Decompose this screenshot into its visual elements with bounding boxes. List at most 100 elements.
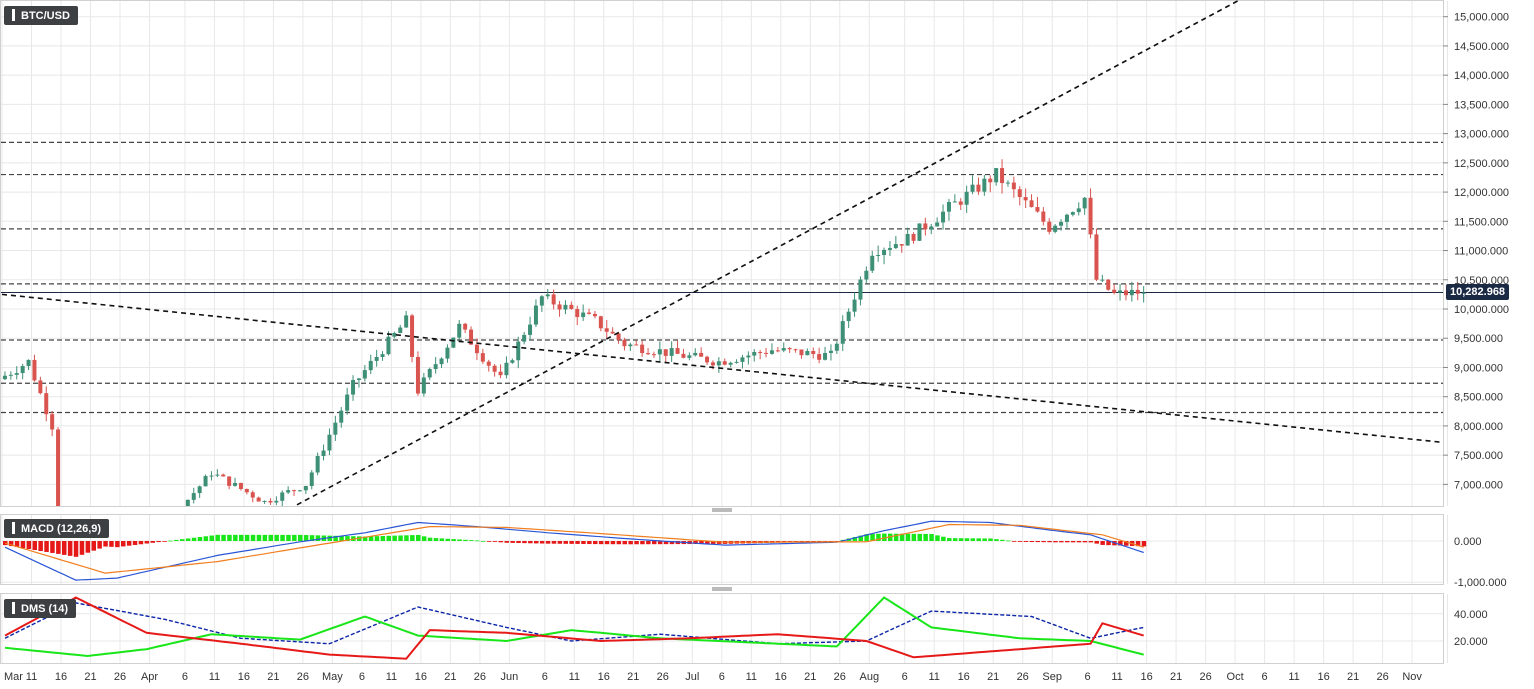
candle-body	[805, 351, 810, 356]
macd-histogram-bar	[215, 534, 220, 541]
candle-body	[911, 234, 916, 241]
panel-resize-handle[interactable]	[712, 587, 732, 591]
x-tick-label: 6	[542, 671, 548, 683]
candle	[687, 352, 692, 361]
candle-body	[215, 474, 220, 476]
trendlines	[1, 0, 1443, 506]
candle	[380, 351, 385, 361]
panel-resize-handle[interactable]	[712, 508, 732, 512]
candle-body	[410, 315, 415, 357]
candle	[404, 311, 409, 328]
candle-body	[1000, 168, 1005, 184]
macd-histogram-bar	[62, 541, 67, 555]
candle-body	[2, 375, 7, 380]
candle-body	[946, 201, 951, 212]
candle-body	[445, 347, 450, 359]
x-tick-label: 21	[267, 671, 279, 683]
candle-body	[233, 482, 238, 486]
x-tick-label: 11	[569, 671, 580, 683]
candle	[203, 474, 208, 487]
candle	[946, 198, 951, 221]
candle-body	[457, 323, 462, 338]
candle	[1123, 284, 1128, 301]
candle-body	[1082, 197, 1087, 209]
x-tick-label: 26	[114, 671, 126, 683]
candle-body	[752, 351, 757, 356]
candle	[14, 366, 19, 380]
dms-label: DMS (14)	[4, 599, 77, 618]
candle	[864, 266, 869, 284]
macd-histogram-bar	[522, 541, 527, 544]
macd-histogram-bar	[610, 541, 616, 545]
candle-body	[846, 311, 851, 322]
candle	[268, 498, 273, 505]
y-axis: 15,000.000 14,500.000 14,000.000 13,500.000…	[1443, 12, 1509, 648]
candle-body	[250, 492, 255, 498]
candle	[681, 348, 686, 359]
candle	[935, 217, 940, 227]
macd-histogram-bar	[280, 534, 285, 541]
candle-body	[970, 184, 975, 192]
candle	[474, 338, 479, 361]
candle	[575, 305, 580, 326]
candle-body	[44, 393, 49, 415]
dms-label-text: DMS (14)	[21, 603, 69, 615]
macd-histogram-bar	[91, 541, 96, 551]
macd-histogram-bar	[156, 541, 161, 543]
candle-body	[592, 313, 597, 317]
candle	[1047, 218, 1052, 235]
candle-body	[610, 331, 615, 334]
candle	[433, 357, 438, 374]
macd-histogram-bar	[1094, 541, 1099, 544]
macd-histogram-bar	[893, 533, 899, 541]
macd-histogram-bar	[32, 541, 37, 551]
candle	[941, 204, 946, 230]
candle	[327, 428, 332, 456]
candle	[533, 299, 538, 328]
x-tick-label: Oct	[1227, 671, 1244, 683]
candle	[280, 490, 285, 506]
candle-body	[705, 356, 710, 363]
x-tick-label: 6	[719, 671, 725, 683]
candle	[982, 175, 987, 196]
candle-body	[728, 362, 733, 365]
macd-histogram-bar	[864, 534, 869, 541]
x-tick-label: Aug	[860, 671, 880, 683]
macd-histogram-bar	[492, 541, 498, 542]
candle	[262, 500, 267, 504]
candle	[699, 347, 704, 357]
macd-histogram-bar	[469, 540, 474, 541]
candle	[315, 452, 320, 476]
candle	[622, 337, 627, 351]
candle-body	[38, 380, 43, 394]
x-tick-label: Sep	[1042, 671, 1062, 683]
macd-histogram-bar	[410, 535, 415, 541]
candle	[923, 217, 928, 236]
macd-histogram-bar	[274, 534, 279, 541]
x-tick-label: 6	[359, 671, 365, 683]
candle	[805, 348, 810, 356]
x-tick-label: 16	[55, 671, 67, 683]
macd-histogram-bar	[1118, 541, 1123, 546]
candle	[50, 411, 55, 437]
macd-histogram-bar	[528, 541, 533, 544]
x-tick-label: 16	[1140, 671, 1152, 683]
y-tick-label: 13,500.000	[1454, 99, 1509, 111]
macd-histogram-bar	[368, 536, 374, 541]
macd-histogram-bar	[197, 536, 203, 541]
x-tick-label: 16	[958, 671, 970, 683]
macd-histogram-bar	[262, 534, 268, 541]
macd-histogram-bar	[362, 536, 368, 541]
candle	[439, 357, 444, 369]
macd-histogram-bar	[1006, 540, 1011, 542]
candle-body	[398, 327, 403, 334]
candle-body	[463, 323, 468, 330]
candle-body	[351, 380, 356, 395]
x-tick-label: 26	[834, 671, 846, 683]
macd-histogram-bar	[1076, 541, 1082, 543]
candle	[410, 313, 415, 363]
candle	[899, 243, 904, 253]
candle	[1100, 274, 1105, 283]
candle-body	[893, 244, 898, 249]
candle-body	[823, 353, 828, 360]
